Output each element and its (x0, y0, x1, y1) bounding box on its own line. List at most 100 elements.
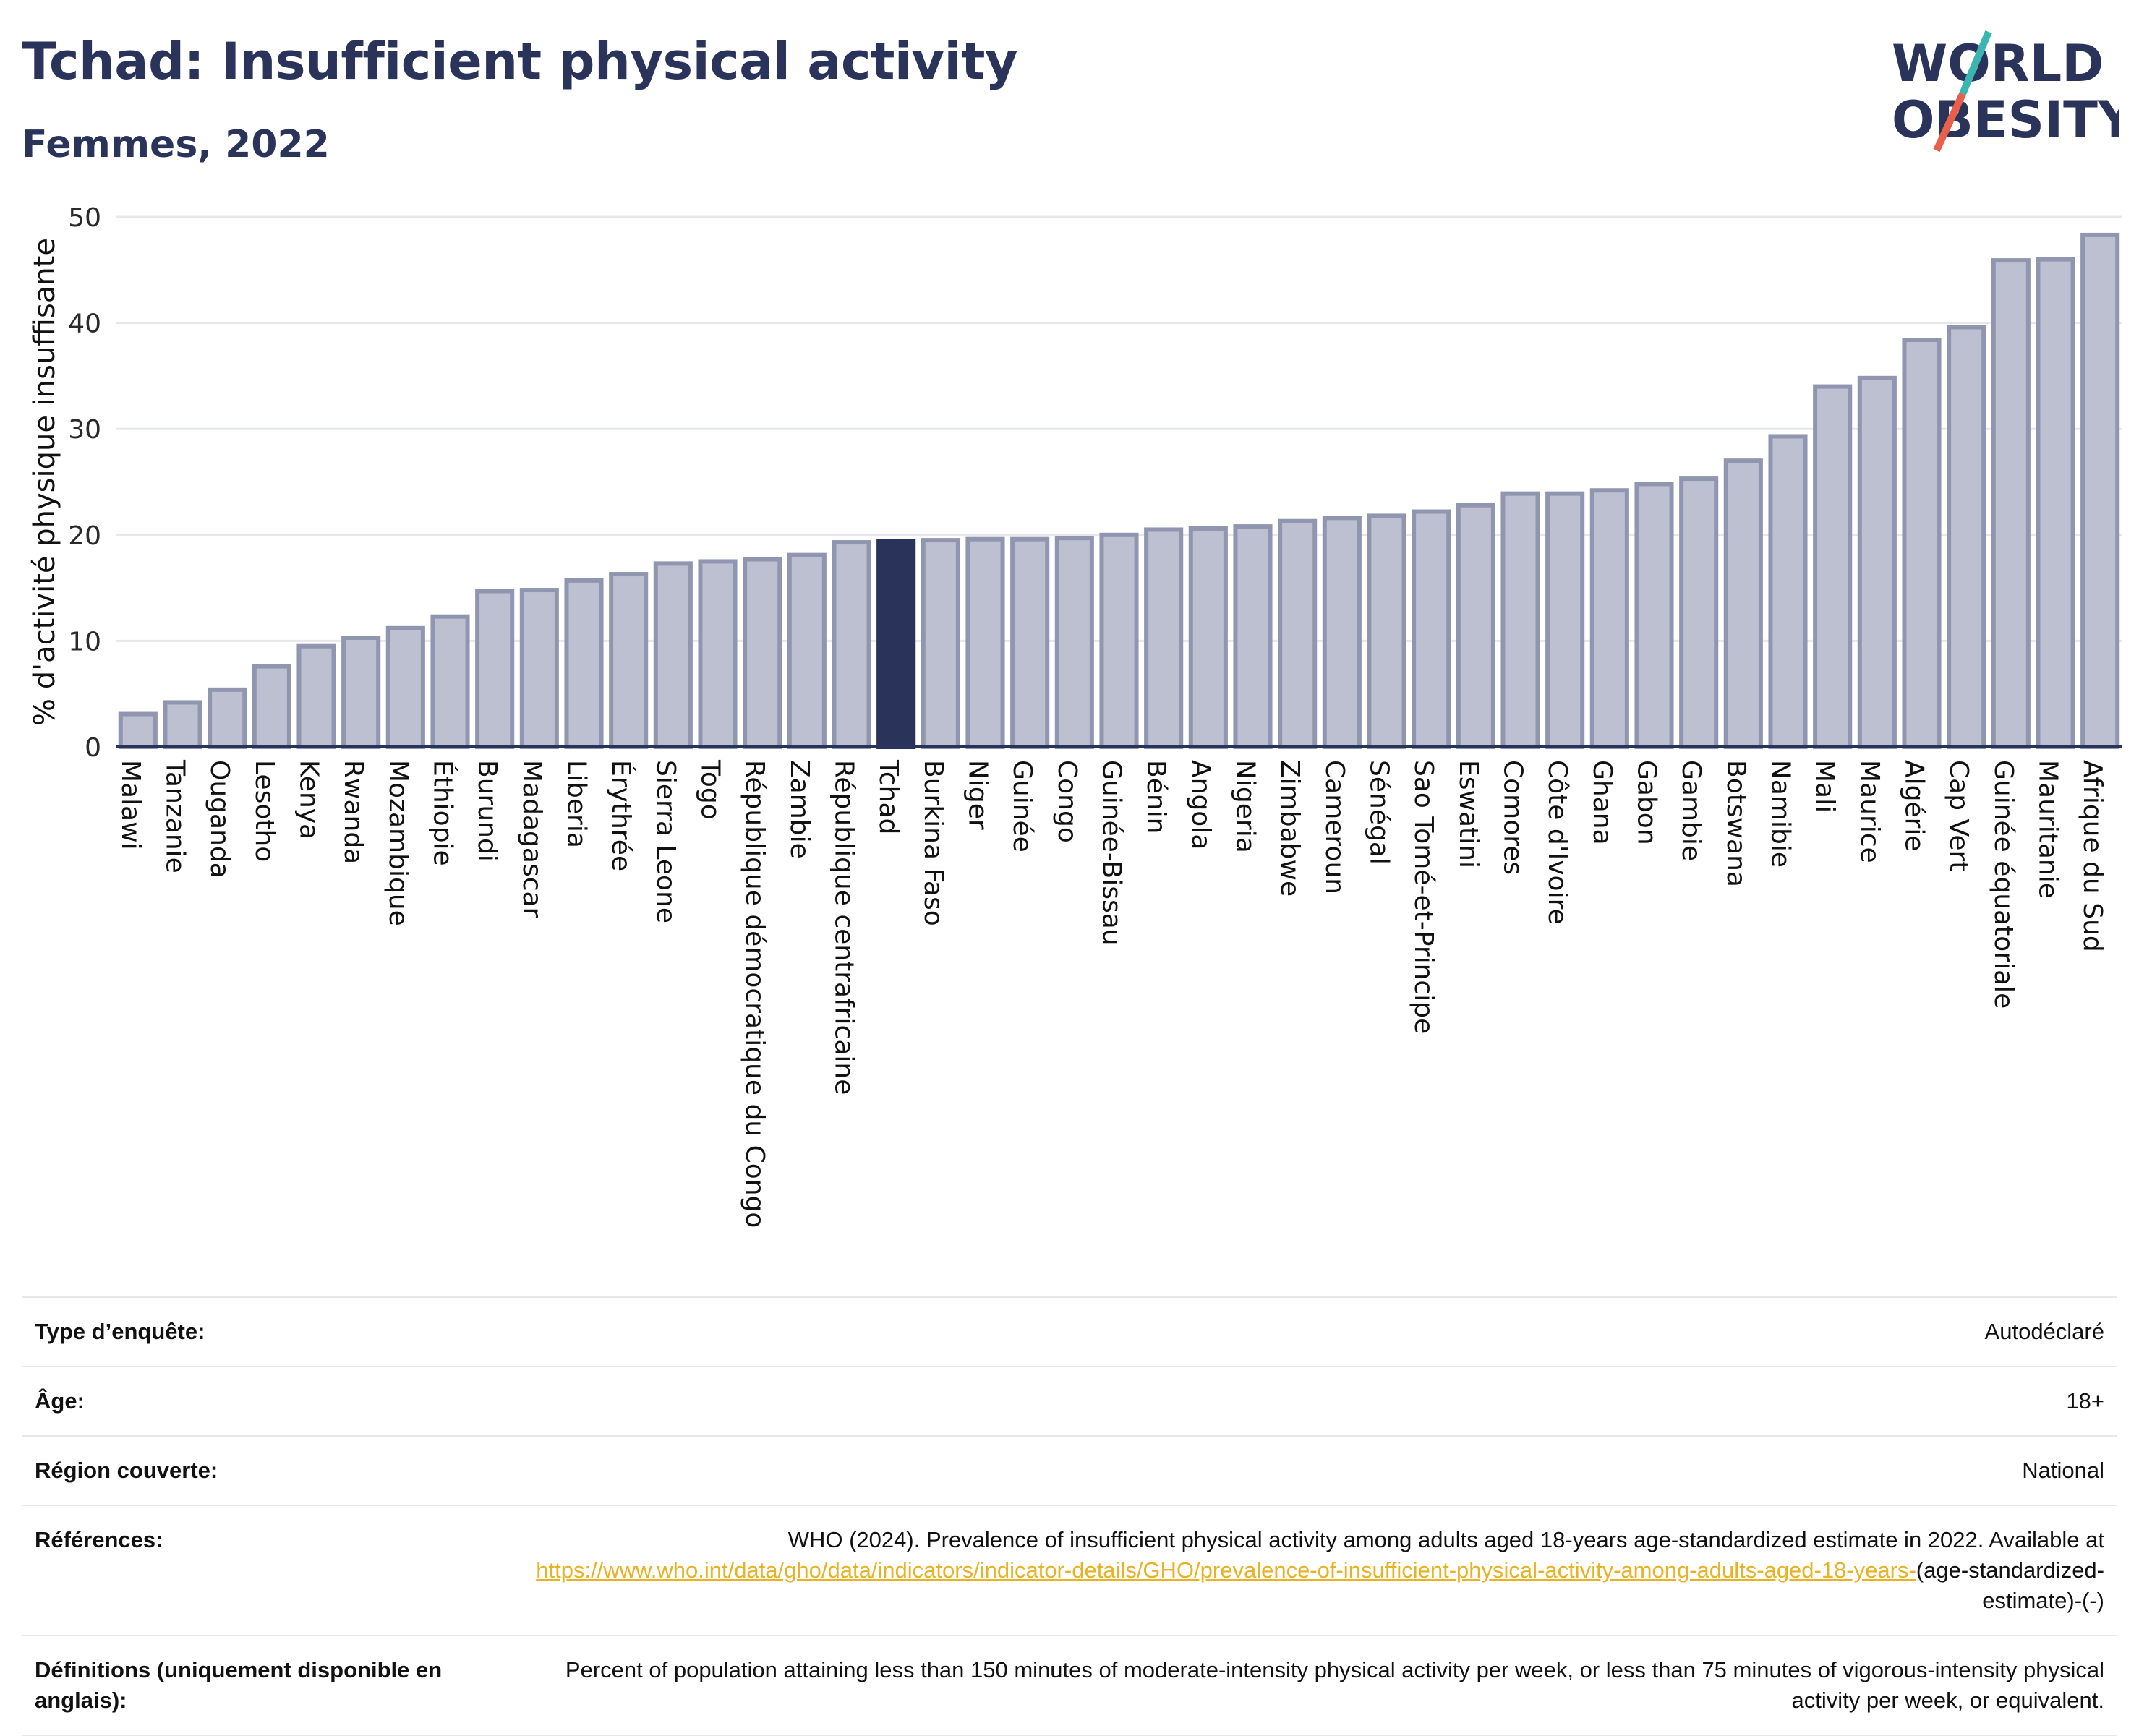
references-value: WHO (2024). Prevalence of insufficient p… (513, 1525, 2104, 1616)
bar (1545, 491, 1585, 749)
y-tick-label: 40 (68, 309, 101, 339)
meta-label: Définitions (uniquement disponible en an… (35, 1657, 443, 1713)
bar (519, 588, 559, 749)
y-tick-label: 50 (68, 203, 101, 233)
references-suffix: (age-standardized-estimate)-(-) (1916, 1557, 2104, 1613)
x-tick-label: Lesotho (249, 760, 279, 862)
bar (1679, 476, 1719, 749)
y-axis-ticks: 0 10 20 30 40 50 (68, 203, 101, 763)
x-tick-label: Algérie (1900, 760, 1929, 852)
bar (385, 625, 425, 749)
bar (1322, 516, 1362, 749)
y-tick-label: 0 (85, 733, 101, 763)
world-obesity-logo: WORLD OBESITY (1892, 30, 2119, 153)
logo-line-1: WORLD (1892, 34, 2104, 93)
bar (564, 578, 604, 750)
x-tick-label: Mozambique (383, 760, 413, 926)
x-tick-label: Togo (696, 759, 725, 820)
bar-highlighted (876, 539, 916, 749)
bar (1233, 524, 1273, 750)
x-tick-label: Ouganda (205, 760, 234, 878)
x-tick-label: Bénin (1141, 760, 1171, 834)
bar (1456, 503, 1495, 749)
logo-slash-teal (1959, 30, 1992, 95)
bar (1278, 518, 1318, 749)
bar (1188, 526, 1228, 750)
y-axis-label: % d'activité physique insuffisante (28, 238, 61, 726)
meta-value: 18+ (2066, 1388, 2104, 1414)
bar (965, 536, 1005, 749)
x-tick-label: Liberia (562, 760, 592, 848)
x-tick-label: Guinée équatoriale (1989, 760, 2018, 1009)
bar (1589, 488, 1629, 750)
bar (787, 552, 827, 749)
x-tick-label: Sao Tomé-et-Principe (1409, 760, 1438, 1034)
bar (341, 636, 381, 750)
x-tick-label: Sierra Leone (651, 760, 680, 923)
logo-slash-red (1933, 92, 1966, 153)
bar-chart: 0 10 20 30 40 50 Malawi Tanzanie Ouganda Lesotho… (28, 203, 2122, 1228)
x-tick-label: Congo (1052, 760, 1082, 843)
x-tick-label: Ghana (1587, 760, 1617, 845)
x-tick-label: Malawi (116, 760, 145, 850)
bar (1099, 532, 1139, 749)
bars (118, 232, 2120, 750)
bar (1054, 536, 1094, 749)
references-link[interactable]: https://www.who.int/data/gho/data/indica… (536, 1557, 1916, 1583)
x-axis-labels: Malawi Tanzanie Ouganda Lesotho Kenya Rwanda M… (116, 759, 2107, 1228)
bar (1634, 482, 1674, 749)
bar (475, 589, 515, 749)
y-tick-label: 10 (68, 627, 101, 657)
x-tick-label: Guinée (1007, 760, 1037, 852)
x-tick-label: Mauritanie (2033, 760, 2063, 899)
x-tick-label: Tanzanie (161, 759, 190, 873)
meta-value: National (2022, 1458, 2104, 1483)
x-tick-label: Comores (1498, 760, 1528, 875)
bar (832, 540, 871, 749)
x-tick-label: Angola (1186, 760, 1216, 850)
x-tick-label: Maurice (1855, 760, 1884, 863)
x-tick-label: Namibie (1766, 760, 1796, 868)
x-tick-label: Mali (1810, 760, 1840, 813)
x-tick-label: Burkina Faso (918, 760, 948, 926)
x-tick-label: Cap Vert (1944, 760, 1973, 871)
chart-subtitle: Femmes, 2022 (22, 123, 330, 166)
bar (1991, 258, 2031, 749)
x-tick-label: Rwanda (338, 760, 368, 864)
bar (2036, 257, 2075, 749)
bar (653, 561, 693, 750)
bar (1813, 384, 1853, 749)
x-tick-label: République démocratique du Congo (740, 760, 769, 1228)
bar (698, 559, 738, 749)
meta-label: Références: (35, 1527, 163, 1552)
x-tick-label: Afrique du Sud (2078, 760, 2107, 952)
meta-label: Région couverte: (35, 1458, 218, 1483)
x-tick-label: Côte d'Ivoire (1542, 760, 1572, 925)
bar (118, 711, 158, 750)
x-tick-label: Érythrée (606, 760, 636, 871)
bar (208, 687, 247, 749)
x-tick-label: Gambie (1676, 760, 1706, 861)
x-tick-label: Kenya (294, 760, 324, 839)
bar (1500, 491, 1540, 749)
bar (1947, 325, 1986, 749)
references-text: WHO (2024). Prevalence of insufficient p… (787, 1527, 2104, 1552)
x-tick-label: Botswana (1721, 760, 1751, 887)
bar (163, 700, 202, 749)
bar (1768, 434, 1808, 749)
bar (1857, 375, 1897, 749)
meta-row-definitions: Définitions (uniquement disponible en an… (22, 1635, 2117, 1736)
bar (252, 664, 291, 749)
x-tick-label: Zambie (785, 760, 814, 859)
metadata-table: Type d’enquête: Autodéclaré Âge: 18+ Rég… (22, 1296, 2117, 1736)
x-tick-label: Sénégal (1365, 760, 1394, 865)
y-tick-label: 30 (68, 415, 101, 445)
bar (1367, 513, 1406, 749)
x-tick-label: Guinée-Bissau (1097, 760, 1127, 946)
meta-label: Type d’enquête: (35, 1319, 205, 1344)
y-tick-label: 20 (68, 521, 101, 551)
x-tick-label: Tchad (874, 759, 903, 834)
x-tick-label: Eswatini (1453, 760, 1483, 868)
meta-value: Autodéclaré (1984, 1319, 2104, 1344)
x-tick-label: Éthiopie (428, 760, 458, 866)
